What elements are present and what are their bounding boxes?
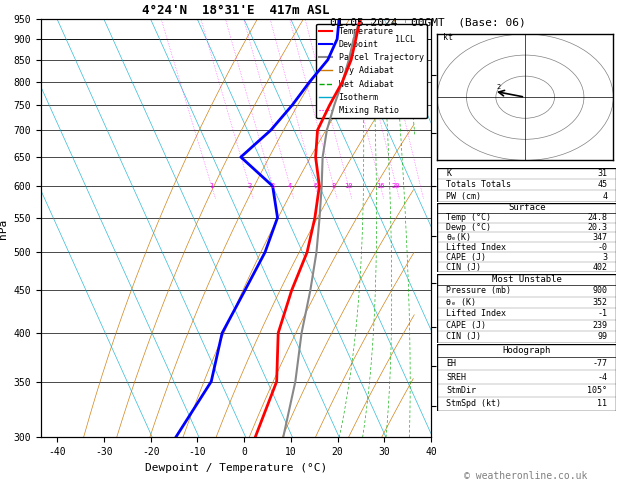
Text: -4: -4 [598, 373, 608, 382]
Text: 10: 10 [344, 183, 353, 189]
Text: 2: 2 [497, 84, 501, 90]
Text: SREH: SREH [446, 373, 466, 382]
Text: 105°: 105° [587, 386, 608, 395]
Text: 4: 4 [603, 191, 608, 201]
Text: 11: 11 [598, 399, 608, 408]
Text: Dewp (°C): Dewp (°C) [446, 223, 491, 232]
Text: Hodograph: Hodograph [503, 346, 551, 355]
Text: EH: EH [446, 359, 456, 368]
Text: 402: 402 [593, 263, 608, 272]
Y-axis label: hPa: hPa [0, 218, 8, 239]
X-axis label: Dewpoint / Temperature (°C): Dewpoint / Temperature (°C) [145, 463, 327, 473]
Text: θₑ(K): θₑ(K) [446, 233, 471, 242]
Text: StmDir: StmDir [446, 386, 476, 395]
Text: 31: 31 [598, 169, 608, 178]
Text: 1LCL: 1LCL [395, 35, 415, 44]
Text: CAPE (J): CAPE (J) [446, 321, 486, 330]
Text: 99: 99 [598, 332, 608, 341]
Text: CIN (J): CIN (J) [446, 263, 481, 272]
Text: -77: -77 [593, 359, 608, 368]
Title: 4°24'N  18°31'E  417m ASL: 4°24'N 18°31'E 417m ASL [142, 4, 330, 17]
Text: Most Unstable: Most Unstable [492, 275, 562, 284]
FancyBboxPatch shape [437, 344, 616, 411]
Text: 1: 1 [209, 183, 214, 189]
Text: 239: 239 [593, 321, 608, 330]
Text: 20: 20 [392, 183, 401, 189]
Text: -1: -1 [598, 310, 608, 318]
Text: 24.8: 24.8 [587, 213, 608, 222]
Text: 3: 3 [270, 183, 275, 189]
Text: 4: 4 [288, 183, 292, 189]
Y-axis label: km
ASL: km ASL [452, 220, 474, 237]
FancyBboxPatch shape [437, 168, 616, 202]
Text: Temp (°C): Temp (°C) [446, 213, 491, 222]
Text: StmSpd (kt): StmSpd (kt) [446, 399, 501, 408]
Text: 16: 16 [376, 183, 385, 189]
Text: Lifted Index: Lifted Index [446, 243, 506, 252]
Text: Pressure (mb): Pressure (mb) [446, 286, 511, 295]
Legend: Temperature, Dewpoint, Parcel Trajectory, Dry Adiabat, Wet Adiabat, Isotherm, Mi: Temperature, Dewpoint, Parcel Trajectory… [316, 24, 427, 118]
FancyBboxPatch shape [437, 203, 616, 272]
Text: 2: 2 [247, 183, 252, 189]
Text: K: K [446, 169, 451, 178]
Text: 352: 352 [593, 298, 608, 307]
Text: 347: 347 [593, 233, 608, 242]
Text: 6: 6 [313, 183, 318, 189]
Text: 900: 900 [593, 286, 608, 295]
Text: 01.05.2024  00GMT  (Base: 06): 01.05.2024 00GMT (Base: 06) [330, 17, 526, 27]
Text: CAPE (J): CAPE (J) [446, 253, 486, 262]
Text: 45: 45 [598, 180, 608, 189]
Text: Surface: Surface [508, 203, 545, 212]
Text: 20.3: 20.3 [587, 223, 608, 232]
Text: 8: 8 [331, 183, 336, 189]
Text: CIN (J): CIN (J) [446, 332, 481, 341]
Text: PW (cm): PW (cm) [446, 191, 481, 201]
FancyBboxPatch shape [437, 274, 616, 343]
Text: Totals Totals: Totals Totals [446, 180, 511, 189]
Text: -0: -0 [598, 243, 608, 252]
Text: θₑ (K): θₑ (K) [446, 298, 476, 307]
Text: Lifted Index: Lifted Index [446, 310, 506, 318]
Text: © weatheronline.co.uk: © weatheronline.co.uk [464, 471, 587, 481]
Text: 3: 3 [603, 253, 608, 262]
Text: kt: kt [443, 34, 453, 42]
